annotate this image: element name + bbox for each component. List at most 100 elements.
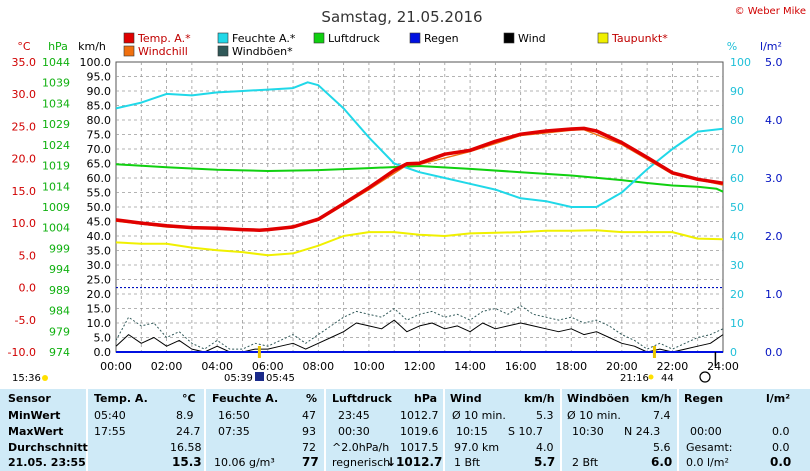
humidity-tick-label: 60 (730, 172, 744, 185)
moon-phase-value: 44 (661, 373, 674, 384)
temp-avg: 16.58 (170, 441, 202, 454)
table-divider (443, 389, 445, 471)
pressure-tick-label: 1044 (42, 56, 70, 69)
wind-tick-label: 15.0 (87, 303, 112, 316)
wind-tick-label: 5.0 (94, 332, 112, 345)
temp-min: 8.9 (176, 409, 194, 422)
x-tick-label: 22:00 (657, 360, 689, 373)
temp-tick-label: 15.0 (12, 185, 37, 198)
wind-tick-label: 20.0 (87, 288, 112, 301)
pres-min: 1012.7 (400, 409, 439, 422)
pressure-tick-label: 989 (49, 284, 70, 297)
humidity-tick-label: 20 (730, 288, 744, 301)
abs-humidity: 10.06 g/m³ (214, 456, 275, 469)
sunset-marker (652, 346, 656, 358)
header-rain-unit: l/m² (766, 392, 791, 405)
pressure-tick-label: 1029 (42, 118, 70, 131)
header-wind-unit: km/h (524, 392, 555, 405)
forecast-text: regnerisch (332, 456, 391, 469)
temp-current: 15.3 (172, 455, 202, 469)
pres-current: ↓1012.7 (386, 455, 443, 469)
current-timestamp: 21.05. 23:55 (8, 456, 86, 469)
pressure-tick-label: 1024 (42, 139, 70, 152)
rain-tick-label: 1.0 (765, 288, 783, 301)
humidity-tick-label: 50 (730, 201, 744, 214)
header-temp-unit: °C (182, 392, 196, 405)
wind-tick-label: 90.0 (87, 85, 112, 98)
header-humidity-unit: % (306, 392, 318, 405)
sunrise-secondary-time: 05:45 (266, 373, 295, 384)
rain-unit-label: l/m² (760, 40, 782, 53)
series-line (115, 81, 724, 208)
wind-tick-label: 25.0 (87, 274, 112, 287)
hum-min-time: 16:50 (218, 409, 250, 422)
legend-swatch (123, 45, 135, 57)
temp-tick-label: 5.0 (19, 249, 37, 262)
rain-tick-label: 5.0 (765, 56, 783, 69)
pres-min-time: 23:45 (338, 409, 370, 422)
legend-label: Wind (518, 32, 546, 45)
header-sensor: Sensor (8, 392, 51, 405)
rain-tick-label: 3.0 (765, 172, 783, 185)
rain-total-label: Gesamt: (686, 441, 733, 454)
wind-tick-label: 50.0 (87, 201, 112, 214)
gust-current: 6.0 (651, 455, 673, 469)
gust-avg: 5.6 (653, 441, 671, 454)
pressure-tick-label: 1004 (42, 222, 70, 235)
temp-tick-label: 20.0 (12, 153, 37, 166)
row-label: MinWert (8, 409, 61, 422)
wind-tick-label: 65.0 (87, 158, 112, 171)
wind-avg: 4.0 (536, 441, 554, 454)
wind-unit-label: km/h (78, 40, 106, 53)
pressure-tick-label: 979 (49, 325, 70, 338)
wind-tick-label: 100.0 (80, 56, 112, 69)
legend-label: Luftdruck (328, 32, 380, 45)
temp-min-time: 05:40 (94, 409, 126, 422)
x-tick-label: 06:00 (252, 360, 284, 373)
hum-avg: 72 (302, 441, 316, 454)
rain-max: 0.0 (772, 425, 790, 438)
series-line (115, 319, 724, 353)
pres-max: 1019.6 (400, 425, 439, 438)
x-tick-label: 00:00 (100, 360, 132, 373)
temp-max-time: 17:55 (94, 425, 126, 438)
moon-phase-icon (699, 371, 711, 383)
pres-max-time: 00:30 (338, 425, 370, 438)
wind-max-time: 10:15 (456, 425, 488, 438)
wind-tick-label: 30.0 (87, 259, 112, 272)
wind-tick-label: 55.0 (87, 187, 112, 200)
wind-distance: 97.0 km (454, 441, 500, 454)
rain-tick-label: 4.0 (765, 114, 783, 127)
humidity-tick-label: 90 (730, 85, 744, 98)
pressure-tick-label: 984 (49, 305, 70, 318)
wind-tick-label: 10.0 (87, 317, 112, 330)
temp-tick-label: -5.0 (15, 314, 36, 327)
moon-icon (42, 375, 48, 381)
pressure-unit-label: hPa (48, 40, 68, 53)
wind-tick-label: 45.0 (87, 216, 112, 229)
wind-current: 5.7 (534, 455, 556, 469)
wind-min-label: Ø 10 min. (452, 409, 506, 422)
wind-min: 5.3 (536, 409, 554, 422)
table-divider (677, 389, 679, 471)
legend-label: Windböen* (232, 45, 293, 58)
gust-max-time: 10:30 (572, 425, 604, 438)
series-line (115, 305, 724, 350)
legend-label: Feuchte A.* (232, 32, 296, 45)
temp-tick-label: 0.0 (19, 282, 37, 295)
hum-max: 93 (302, 425, 316, 438)
temp-tick-label: 30.0 (12, 88, 37, 101)
temp-tick-label: 10.0 (12, 217, 37, 230)
temp-tick-label: -10.0 (8, 346, 36, 359)
pressure-tick-label: 994 (49, 263, 70, 276)
hum-max-time: 07:35 (218, 425, 250, 438)
humidity-tick-label: 10 (730, 317, 744, 330)
x-tick-label: 20:00 (606, 360, 638, 373)
wind-bft: 1 Bft (454, 456, 481, 469)
pressure-tick-label: 1039 (42, 77, 70, 90)
gust-min-label: Ø 10 min. (567, 409, 621, 422)
table-divider (204, 389, 206, 471)
rain-total: 0.0 (772, 441, 790, 454)
rain-today: 0.0 l/m² (686, 456, 729, 469)
